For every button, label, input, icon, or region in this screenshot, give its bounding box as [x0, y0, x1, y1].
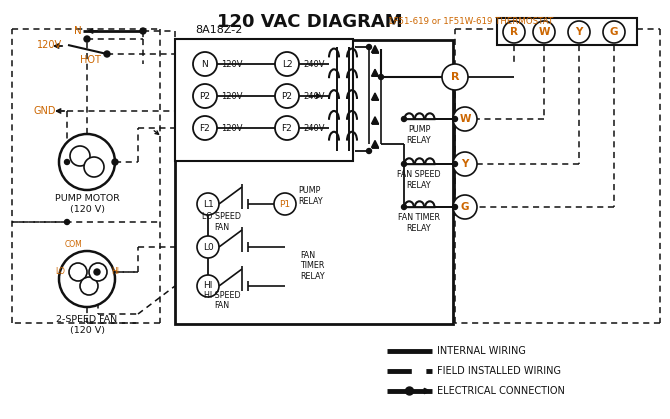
Text: W: W	[459, 114, 471, 124]
Circle shape	[64, 220, 70, 225]
Text: P1: P1	[279, 199, 291, 209]
Circle shape	[59, 251, 115, 307]
Text: HI: HI	[111, 267, 119, 277]
Text: 120V: 120V	[221, 91, 243, 101]
Bar	[175, 40, 453, 324]
Text: N: N	[74, 26, 82, 36]
Text: L1: L1	[202, 199, 213, 209]
Text: 1F51-619 or 1F51W-619 THERMOSTAT: 1F51-619 or 1F51W-619 THERMOSTAT	[388, 17, 553, 26]
Circle shape	[197, 193, 219, 215]
Circle shape	[275, 84, 299, 108]
Polygon shape	[371, 117, 379, 124]
Circle shape	[89, 263, 107, 281]
Text: 240V: 240V	[303, 124, 324, 132]
Text: FAN
TIMER
RELAY: FAN TIMER RELAY	[300, 251, 325, 281]
Circle shape	[70, 146, 90, 166]
Text: COM: COM	[64, 240, 82, 248]
Circle shape	[84, 157, 104, 177]
Text: FAN SPEED
RELAY: FAN SPEED RELAY	[397, 170, 441, 190]
Text: F2: F2	[281, 124, 292, 132]
Text: F2: F2	[200, 124, 210, 132]
Text: PUMP
RELAY: PUMP RELAY	[407, 125, 431, 145]
Text: R: R	[451, 72, 459, 82]
Circle shape	[603, 21, 625, 43]
Circle shape	[452, 204, 458, 210]
Circle shape	[274, 193, 296, 215]
Circle shape	[275, 116, 299, 140]
Circle shape	[366, 148, 371, 153]
Text: P2: P2	[281, 91, 293, 101]
Text: G: G	[461, 202, 469, 212]
Text: 8A18Z-2: 8A18Z-2	[195, 25, 243, 35]
Text: Y: Y	[576, 27, 583, 37]
Text: 240V: 240V	[303, 59, 324, 68]
Circle shape	[193, 52, 217, 76]
Text: 2-SPEED FAN
(120 V): 2-SPEED FAN (120 V)	[56, 316, 117, 335]
Polygon shape	[371, 46, 379, 52]
Text: GND: GND	[34, 106, 56, 116]
Text: L0: L0	[202, 243, 213, 251]
Text: HI SPEED
FAN: HI SPEED FAN	[204, 291, 241, 310]
Text: HI: HI	[203, 282, 212, 290]
Text: 120V: 120V	[221, 59, 243, 68]
Circle shape	[59, 134, 115, 190]
Text: 240V: 240V	[303, 91, 324, 101]
Bar	[497, 18, 637, 45]
Circle shape	[69, 263, 87, 281]
Circle shape	[275, 52, 299, 76]
Text: N: N	[202, 59, 208, 68]
Circle shape	[94, 269, 100, 275]
Circle shape	[112, 159, 118, 165]
Circle shape	[533, 21, 555, 43]
Circle shape	[80, 277, 98, 295]
Text: Y: Y	[462, 159, 469, 169]
Circle shape	[453, 107, 477, 131]
Bar	[175, 39, 353, 161]
Circle shape	[64, 160, 70, 165]
Circle shape	[401, 161, 407, 166]
Text: LO SPEED
FAN: LO SPEED FAN	[202, 212, 241, 232]
Circle shape	[568, 21, 590, 43]
Text: FAN TIMER
RELAY: FAN TIMER RELAY	[398, 213, 440, 233]
Circle shape	[193, 116, 217, 140]
Text: 120V: 120V	[221, 124, 243, 132]
Circle shape	[405, 387, 413, 395]
Text: W: W	[538, 27, 550, 37]
Circle shape	[442, 64, 468, 90]
Circle shape	[401, 116, 407, 122]
Text: PUMP MOTOR
(120 V): PUMP MOTOR (120 V)	[54, 194, 119, 214]
Circle shape	[453, 195, 477, 219]
Circle shape	[452, 116, 458, 122]
Circle shape	[193, 84, 217, 108]
Text: ELECTRICAL CONNECTION: ELECTRICAL CONNECTION	[437, 386, 565, 396]
Text: G: G	[610, 27, 618, 37]
Circle shape	[197, 236, 219, 258]
Circle shape	[197, 275, 219, 297]
Text: PUMP
RELAY: PUMP RELAY	[298, 186, 323, 206]
Text: LO: LO	[55, 267, 65, 277]
Circle shape	[379, 75, 383, 80]
Text: 120 VAC DIAGRAM: 120 VAC DIAGRAM	[217, 13, 403, 31]
Text: HOT: HOT	[80, 55, 101, 65]
Text: 120V: 120V	[37, 40, 62, 50]
Circle shape	[84, 36, 90, 42]
Polygon shape	[371, 69, 379, 76]
Text: INTERNAL WIRING: INTERNAL WIRING	[437, 346, 526, 356]
Circle shape	[140, 28, 146, 34]
Circle shape	[401, 204, 407, 210]
Circle shape	[366, 44, 371, 49]
Circle shape	[453, 152, 477, 176]
Circle shape	[452, 161, 458, 166]
Polygon shape	[371, 93, 379, 100]
Text: FIELD INSTALLED WIRING: FIELD INSTALLED WIRING	[437, 366, 561, 376]
Circle shape	[503, 21, 525, 43]
Text: R: R	[510, 27, 518, 37]
Polygon shape	[371, 140, 379, 147]
Text: L2: L2	[281, 59, 292, 68]
Circle shape	[104, 51, 110, 57]
Text: P2: P2	[200, 91, 210, 101]
